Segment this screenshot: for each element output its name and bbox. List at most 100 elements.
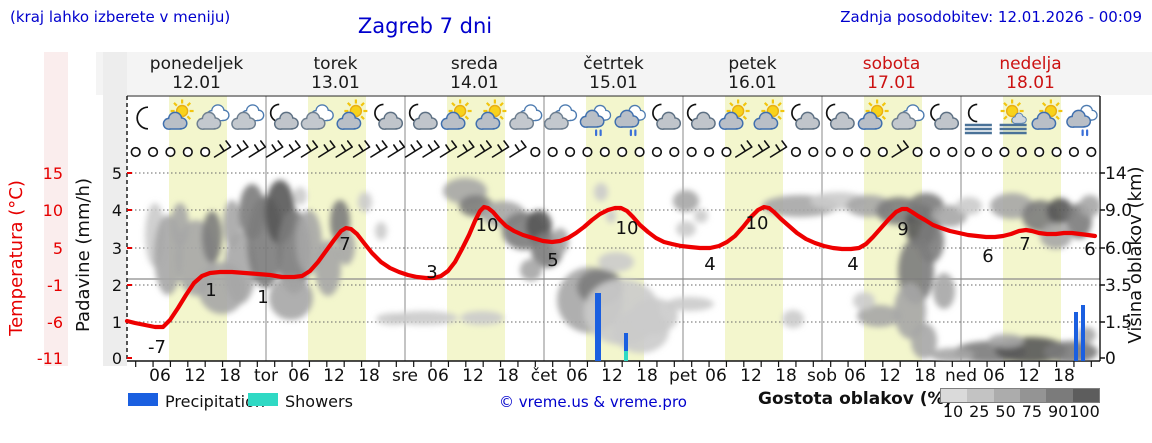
density-segment [1019,389,1047,402]
day-date: 18.01 [1006,73,1055,93]
sun-ray [1041,102,1047,107]
day-row-background [96,52,1152,95]
density-segment [941,389,968,402]
hour-label: 18 [914,366,936,386]
wind-barb-icon [474,140,492,158]
day-abbrev-label: sre [392,366,418,386]
sun-ray [499,102,504,107]
wind-calm-icon [877,146,888,158]
cloud-part [236,122,251,129]
copyright-link[interactable]: © vreme.us & vreme.pro [499,393,687,411]
precipitation-swatch [128,393,158,406]
temperature-point-label: 1 [205,280,216,301]
temperature-point-label: 10 [476,215,499,236]
menu-hint-text: (kraj lahko izberete v meniju) [10,8,231,26]
wind-barb-icon [318,140,336,158]
density-tick-label: 50 [995,402,1016,421]
weather-icon-moon-cloud [652,103,682,130]
cloud-part [202,122,216,129]
hour-label: 06 [566,366,588,386]
hour-label: 18 [219,366,241,386]
day-header-sobota: sobota 17.01 [822,55,961,93]
day-date: 15.01 [589,73,638,93]
weather-icon-moon-cloud [374,103,404,130]
weather-icon-clouds [543,104,578,130]
cloud-blob [911,323,937,359]
hour-label: 06 [983,366,1005,386]
cloud-blob [918,219,944,263]
sun-ray [1003,115,1008,120]
wind-calm-icon [530,146,541,158]
hour-label: 06 [288,366,310,386]
density-tick-label: 10 [942,402,964,421]
cloud-part [549,122,564,129]
weather-icon-sun-cloud [475,99,507,130]
wind-calm-icon [651,146,663,158]
hour-label: 12 [184,366,206,386]
weather-icon-moon-cloud [791,103,821,130]
sun-ray [881,102,887,107]
weather-icon-moon-cloud [686,103,716,130]
cloud-blob [460,311,504,325]
wind-calm-icon [617,146,628,158]
day-name: ponedeljek [149,54,244,74]
density-segment [1046,389,1073,402]
wind-calm-icon [703,146,715,158]
sun-ray [360,115,365,120]
day-name: nedelja [999,54,1062,74]
sun-ray [1003,102,1008,107]
wind-calm-icon [825,146,836,158]
weather-icon-moon [136,106,149,130]
cloud-blob [666,297,714,311]
wind-calm-icon [721,146,732,158]
cloud-blob [293,187,307,205]
wind-calm-icon [790,146,802,158]
temperature-point-label: 10 [746,213,769,234]
sun-ray [451,102,456,107]
sun-ray [881,115,887,120]
wind-calm-icon [599,146,610,158]
sun-ray [186,115,192,120]
cloud-part [897,122,911,129]
weather-icon-sun-cloud [718,99,750,130]
sun-ray [173,102,178,107]
wind-calm-icon [1051,146,1062,158]
weather-icon-sun-cloud [1031,99,1063,130]
cloud-part [835,122,850,129]
temperature-point-label: 6 [1084,239,1095,260]
sun-ray [729,102,734,107]
weather-icon-clouds [196,104,230,130]
wind-barb-icon [439,140,458,158]
day-abbrev-label: tor [254,366,278,386]
cloud-blob [337,229,355,265]
wind-barb-icon [491,140,510,158]
wind-barb-icon [404,140,423,158]
cloud-blob [269,276,313,320]
sun-ray [186,102,192,107]
cloud-blob [1079,195,1100,217]
day-header-petek: petek 16.01 [683,55,822,93]
density-segment [1072,389,1099,402]
hour-label: 18 [497,366,519,386]
day-abbrev-label: pet [669,366,697,386]
hour-label: 18 [636,366,658,386]
precipitation-tick-label: 0 [112,349,122,368]
cloud-part [939,122,954,129]
sun-ray [499,115,504,120]
wind-barb-icon [735,140,753,158]
temperature-axis-strip [44,52,68,366]
cloud-part [800,122,815,129]
hour-label: 12 [323,366,345,386]
cloud-part [383,122,398,129]
day-date: 12.01 [172,73,221,93]
day-name: torek [313,54,358,74]
day-name: petek [728,54,777,74]
precipitation-bar [1074,312,1078,361]
temperature-point-label: 4 [704,254,715,275]
wind-calm-icon [808,146,819,158]
cloud-blob [988,334,1024,348]
weather-icon-moon-cloud [825,103,855,130]
cloud-blob [202,211,222,263]
